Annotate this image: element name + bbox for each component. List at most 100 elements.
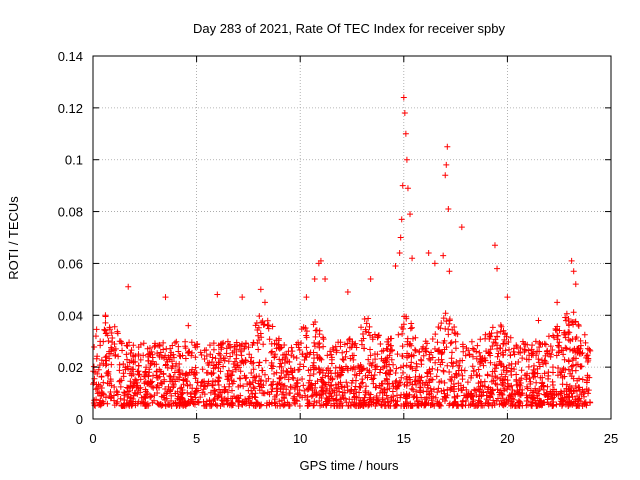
- data-point: [348, 386, 355, 393]
- data-point: [517, 392, 524, 399]
- data-point-peak: [185, 322, 192, 329]
- data-point: [373, 394, 380, 401]
- data-point: [140, 340, 147, 347]
- data-point: [494, 345, 501, 352]
- data-point: [577, 363, 584, 370]
- data-point: [277, 360, 284, 367]
- data-point: [530, 395, 537, 402]
- data-point: [540, 382, 547, 389]
- data-point: [187, 393, 194, 400]
- data-point: [244, 380, 251, 387]
- data-point: [209, 377, 216, 384]
- data-point: [392, 370, 399, 377]
- data-point: [291, 396, 298, 403]
- data-point: [304, 394, 311, 401]
- data-point: [206, 342, 213, 349]
- data-point: [226, 383, 233, 390]
- data-point: [120, 373, 127, 380]
- data-point: [225, 358, 232, 365]
- data-point: [325, 365, 332, 372]
- data-point: [417, 389, 424, 396]
- data-point: [177, 371, 184, 378]
- data-point: [562, 314, 569, 321]
- data-point: [289, 348, 296, 355]
- data-point: [217, 341, 224, 348]
- data-point: [418, 374, 425, 381]
- data-point: [443, 344, 450, 351]
- data-point: [246, 351, 253, 358]
- data-point: [210, 397, 217, 404]
- data-point: [182, 376, 189, 383]
- data-point: [333, 392, 340, 399]
- data-point: [109, 339, 116, 346]
- data-point: [440, 315, 447, 322]
- data-point: [213, 361, 220, 368]
- data-point: [191, 389, 198, 396]
- data-point: [367, 391, 374, 398]
- data-point: [117, 383, 124, 390]
- data-point-peak: [214, 291, 221, 298]
- data-point: [400, 391, 407, 398]
- data-point: [328, 351, 335, 358]
- data-point: [382, 357, 389, 364]
- data-point: [474, 342, 481, 349]
- data-point: [530, 366, 537, 373]
- data-point: [102, 394, 109, 401]
- data-point: [98, 374, 105, 381]
- data-point: [448, 339, 455, 346]
- data-point: [532, 385, 539, 392]
- data-point: [160, 370, 167, 377]
- data-point: [128, 357, 135, 364]
- data-point: [423, 388, 430, 395]
- data-point: [140, 352, 147, 359]
- chart-title: Day 283 of 2021, Rate Of TEC Index for r…: [193, 21, 505, 36]
- y-tick-label: 0.04: [58, 308, 83, 323]
- data-point: [275, 344, 282, 351]
- data-point: [194, 399, 201, 406]
- data-point: [432, 359, 439, 366]
- data-point: [91, 375, 98, 382]
- data-point: [330, 400, 337, 407]
- data-point: [496, 345, 503, 352]
- data-point: [108, 348, 115, 355]
- data-point: [224, 373, 231, 380]
- data-point: [276, 380, 283, 387]
- data-point: [487, 346, 494, 353]
- data-point: [566, 400, 573, 407]
- data-point: [400, 321, 407, 328]
- data-point: [229, 368, 236, 375]
- data-point: [144, 389, 151, 396]
- data-point: [383, 363, 390, 370]
- data-point: [217, 351, 224, 358]
- data-point: [242, 340, 249, 347]
- data-point: [438, 351, 445, 358]
- data-point: [424, 340, 431, 347]
- data-point: [270, 363, 277, 370]
- data-point: [311, 343, 318, 350]
- data-point: [404, 341, 411, 348]
- data-point: [112, 352, 119, 359]
- data-point: [572, 382, 579, 389]
- data-point: [563, 310, 570, 317]
- data-point: [284, 358, 291, 365]
- data-point: [113, 400, 120, 407]
- data-point: [201, 356, 208, 363]
- data-point: [347, 355, 354, 362]
- data-point: [569, 362, 576, 369]
- data-point: [552, 327, 559, 334]
- data-point: [584, 374, 591, 381]
- data-point: [519, 386, 526, 393]
- data-point: [331, 387, 338, 394]
- data-point: [310, 370, 317, 377]
- y-tick-label: 0.1: [65, 153, 83, 168]
- data-point: [518, 367, 525, 374]
- data-point: [201, 347, 208, 354]
- data-point-peak: [409, 255, 416, 262]
- data-point: [229, 402, 236, 409]
- data-point: [508, 382, 515, 389]
- data-point: [229, 380, 236, 387]
- data-point: [129, 384, 136, 391]
- data-point: [135, 362, 142, 369]
- data-point: [142, 368, 149, 375]
- data-point: [276, 374, 283, 381]
